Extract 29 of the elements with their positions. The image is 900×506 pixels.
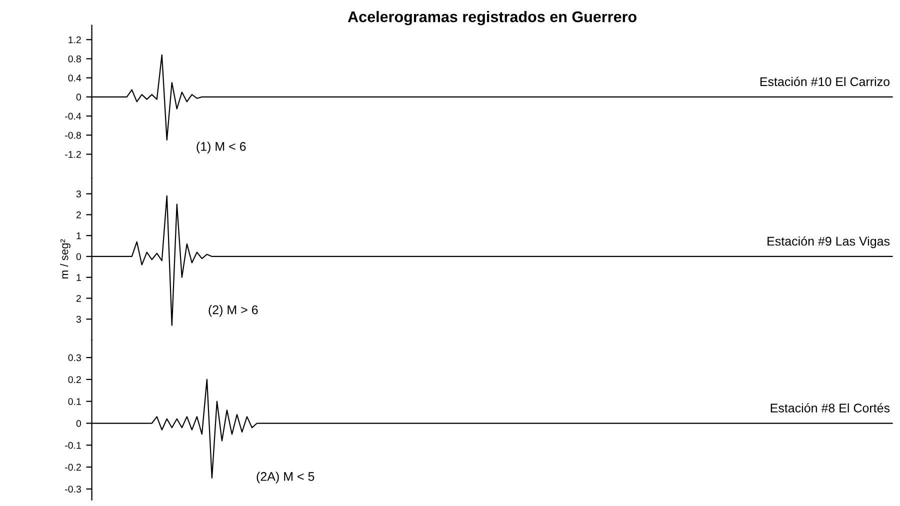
y-tick-label: 0 xyxy=(76,94,82,101)
y-tick-label: 3 xyxy=(76,316,81,323)
annotation: (2A) M < 5 xyxy=(256,472,314,484)
chart-title: Acelerogramas registrados en Guerrero xyxy=(348,10,636,26)
y-tick-label: -0.2 xyxy=(65,464,81,471)
y-tick-label: 0.2 xyxy=(68,376,81,384)
series-label: Estación #9 Las Vigas xyxy=(768,236,890,248)
series-label: Estación #10 El Carrizo xyxy=(760,76,890,86)
y-tick-label: 0.1 xyxy=(68,398,81,405)
y-tick-label: -0.4 xyxy=(65,112,82,120)
y-tick-label: 2 xyxy=(76,294,81,302)
y-axis-title: m / seg² xyxy=(60,239,70,278)
y-tick-label: 3 xyxy=(76,190,81,198)
y-tick-label: 0 xyxy=(76,420,82,427)
y-tick-label: 1.2 xyxy=(68,36,81,44)
y-tick-label: 2 xyxy=(76,211,81,218)
y-tick-label: -1.2 xyxy=(65,150,81,158)
series-label: Estación #8 El Cortés xyxy=(770,403,890,412)
annotation: (2) M > 6 xyxy=(208,305,258,317)
y-tick-label: -0.8 xyxy=(65,132,81,139)
y-tick-label: 0.4 xyxy=(68,74,82,82)
y-tick-label: -0.1 xyxy=(65,442,81,449)
y-tick-label: 0.3 xyxy=(68,354,81,362)
y-tick-label: 1 xyxy=(76,274,81,281)
y-tick-label: 0 xyxy=(76,253,82,260)
y-tick-label: 1 xyxy=(76,232,81,240)
y-tick-label: 0.8 xyxy=(68,55,81,62)
annotation: (1) M < 6 xyxy=(196,142,246,154)
y-tick-label: -0.3 xyxy=(65,486,81,493)
